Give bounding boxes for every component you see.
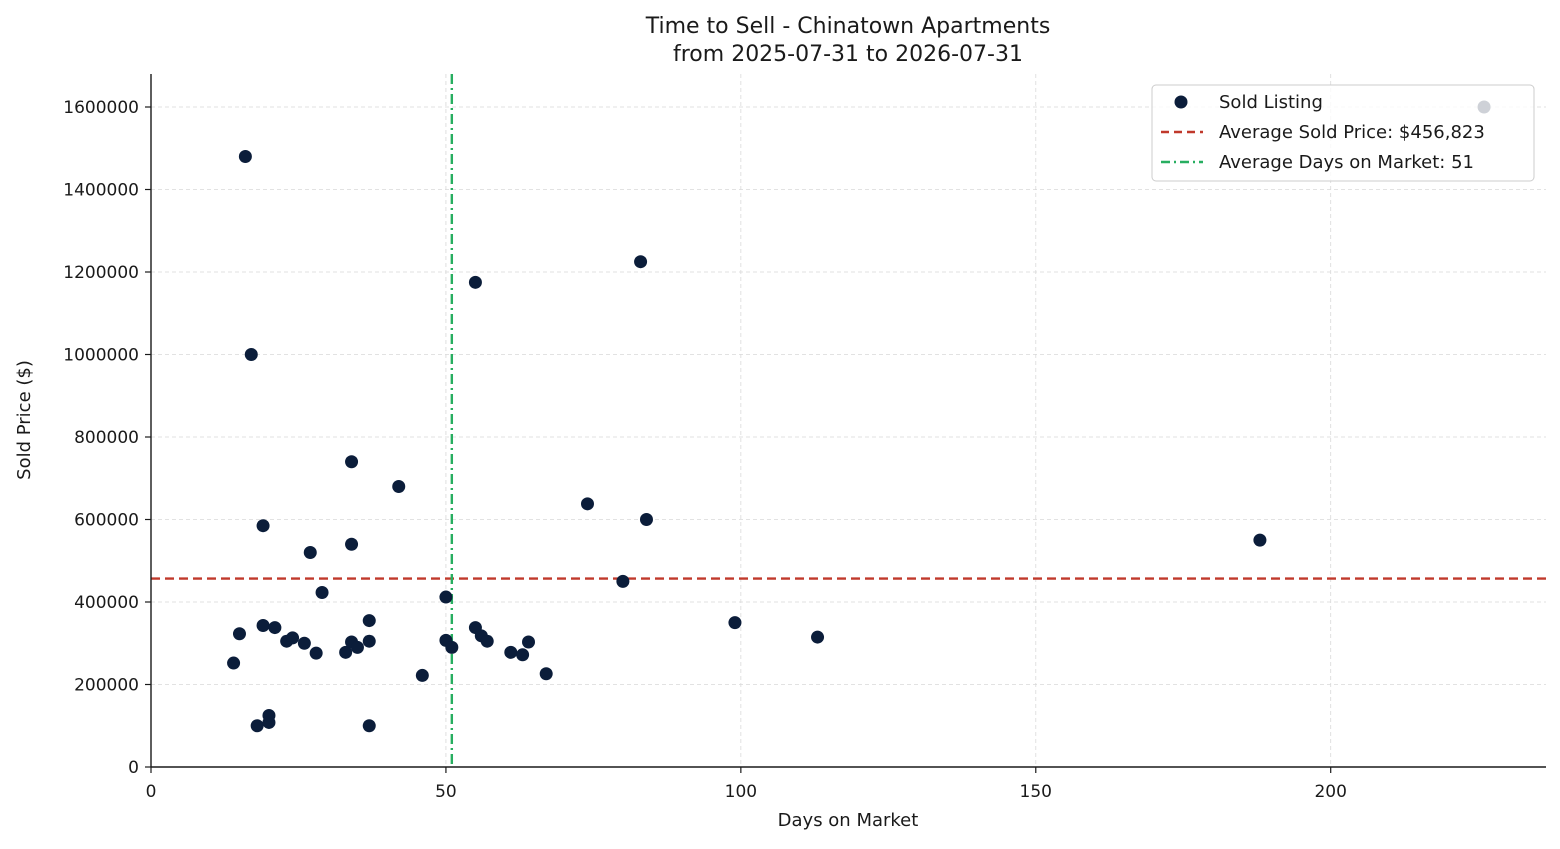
x-tick-label: 150 xyxy=(1020,782,1052,802)
reference-lines xyxy=(151,74,1546,767)
data-point xyxy=(480,634,494,648)
y-axis-label: Sold Price ($) xyxy=(14,360,35,480)
data-point xyxy=(1253,533,1267,547)
data-point xyxy=(811,630,825,644)
data-point xyxy=(345,455,359,469)
y-tick-label: 600000 xyxy=(74,511,139,531)
data-point xyxy=(728,616,742,630)
data-points xyxy=(227,100,1491,733)
data-point xyxy=(445,640,459,654)
legend-box xyxy=(1151,84,1535,182)
x-tick-label: 0 xyxy=(146,782,157,802)
data-point xyxy=(362,614,376,628)
data-point xyxy=(362,634,376,648)
x-tick-label: 50 xyxy=(435,782,457,802)
data-point xyxy=(345,537,359,551)
data-point xyxy=(580,497,594,511)
legend: Sold Listing Average Sold Price: $456,823… xyxy=(1151,84,1535,182)
data-point xyxy=(415,668,429,682)
data-point xyxy=(539,667,553,681)
data-point xyxy=(303,546,317,559)
y-tick-label: 800000 xyxy=(74,428,139,448)
data-point xyxy=(439,590,453,604)
data-point xyxy=(639,513,653,526)
data-point xyxy=(297,636,311,650)
data-point xyxy=(504,645,518,659)
y-tick-label: 400000 xyxy=(74,593,139,613)
data-point xyxy=(315,586,329,600)
data-point xyxy=(256,519,270,533)
y-tick-label: 1600000 xyxy=(63,98,139,118)
y-tick-label: 1000000 xyxy=(63,346,139,366)
chart-title: Time to Sell - Chinatown Apartments xyxy=(645,14,1051,39)
y-tick-label: 1200000 xyxy=(63,263,139,283)
data-point xyxy=(227,656,241,670)
data-point xyxy=(339,645,353,659)
data-point xyxy=(522,635,536,649)
data-point xyxy=(309,646,323,660)
tick-labels: 0 50 100 150 200 0 200000 400000 600000 800000 100… xyxy=(63,98,1347,802)
data-point xyxy=(244,348,258,361)
data-point xyxy=(634,255,648,269)
legend-label: Sold Listing xyxy=(1219,92,1323,113)
data-point xyxy=(616,574,630,588)
chart-subtitle: from 2025-07-31 to 2026-07-31 xyxy=(673,42,1023,67)
data-point xyxy=(468,275,482,289)
data-point xyxy=(256,619,270,633)
y-tick-label: 200000 xyxy=(74,676,139,696)
data-point xyxy=(392,480,406,493)
x-tick-label: 200 xyxy=(1314,782,1346,802)
y-tick-label: 0 xyxy=(128,758,139,778)
data-point xyxy=(232,627,246,641)
y-tick-label: 1400000 xyxy=(63,181,139,201)
data-point xyxy=(262,708,276,722)
data-point xyxy=(350,640,364,654)
x-tick-label: 100 xyxy=(725,782,757,802)
data-point xyxy=(516,648,530,662)
data-point xyxy=(286,631,300,645)
x-axis-label: Days on Market xyxy=(778,810,919,831)
data-point xyxy=(250,719,264,733)
data-point xyxy=(238,150,252,163)
legend-label: Average Sold Price: $456,823 xyxy=(1219,122,1485,143)
data-point xyxy=(362,719,376,733)
legend-marker-icon xyxy=(1174,95,1188,109)
data-point xyxy=(268,621,282,635)
legend-label: Average Days on Market: 51 xyxy=(1219,152,1474,173)
